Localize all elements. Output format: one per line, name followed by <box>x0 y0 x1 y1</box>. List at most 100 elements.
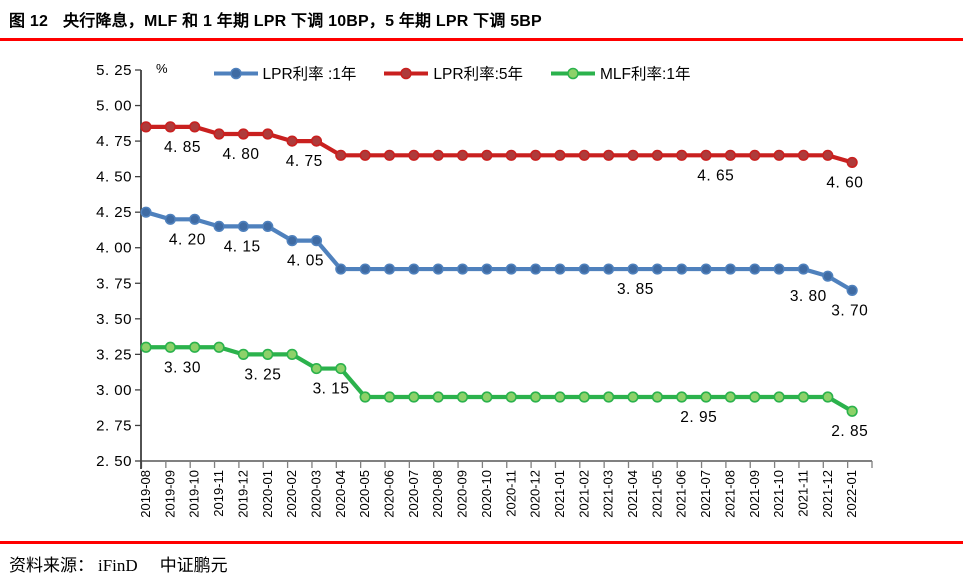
data-point <box>676 263 688 275</box>
x-axis-label: 2021-10 <box>771 470 786 518</box>
y-axis-label: 3. 25 <box>96 346 132 363</box>
x-axis-label: 2020-10 <box>479 470 494 518</box>
data-label: 4. 80 <box>222 146 259 163</box>
data-point <box>773 391 785 403</box>
data-point <box>603 263 615 275</box>
data-point <box>335 263 347 275</box>
y-axis-label: 3. 75 <box>96 275 132 292</box>
legend-label: MLF利率:1年 <box>600 66 691 83</box>
y-axis-label: 4. 75 <box>96 133 132 150</box>
data-point <box>213 128 225 140</box>
data-point <box>529 391 542 403</box>
figure-number: 图 12 <box>9 13 49 30</box>
rate-chart-svg: 5. 25 5. 00 4. 75 4. 50 4. 25 4. 00 3. 75 3. 50… <box>96 61 873 518</box>
data-point <box>140 206 152 218</box>
data-point <box>383 391 396 403</box>
y-axis-label: 2. 50 <box>96 453 132 470</box>
x-axis-label: 2021-05 <box>649 470 664 518</box>
data-point <box>603 391 615 403</box>
data-point <box>359 263 371 275</box>
y-axis-label: 5. 00 <box>96 98 132 115</box>
data-point <box>505 391 517 403</box>
data-point <box>676 391 688 403</box>
figure-title: 图 12 央行降息，MLF 和 1 年期 LPR 下调 10BP，5 年期 LPR… <box>9 7 542 31</box>
data-point <box>140 121 152 133</box>
data-point <box>627 263 639 275</box>
x-axis-label: 2021-02 <box>576 470 591 518</box>
data-point <box>846 284 858 296</box>
legend-item-1: LPR利率:5年 <box>383 62 523 84</box>
x-axis-label: 2020-04 <box>333 470 348 518</box>
source-prefix: 资料来源： <box>9 556 94 575</box>
data-point <box>846 405 858 417</box>
data-point <box>724 263 737 275</box>
data-label: 4. 85 <box>164 139 201 156</box>
data-point <box>164 341 176 353</box>
x-axis-label: 2021-12 <box>820 470 835 518</box>
title-divider-rule <box>0 38 963 41</box>
data-point <box>822 391 834 403</box>
data-label: 4. 05 <box>287 253 324 270</box>
data-point <box>676 149 688 161</box>
data-point <box>237 348 249 360</box>
data-point <box>749 149 761 161</box>
x-axis-label: 2019-09 <box>162 470 177 518</box>
data-point <box>651 263 663 275</box>
x-axis-label: 2021-01 <box>552 470 567 518</box>
legend-swatch <box>551 67 596 79</box>
data-point <box>286 135 298 147</box>
data-point <box>505 149 517 161</box>
x-axis-label: 2020-06 <box>382 470 397 518</box>
data-point <box>529 263 542 275</box>
data-point <box>700 391 712 403</box>
data-label: 4. 15 <box>224 238 261 255</box>
x-axis-label: 2020-02 <box>284 470 299 518</box>
data-point <box>213 220 225 232</box>
series-0 <box>140 206 858 296</box>
x-axis-label: 2020-09 <box>455 470 470 518</box>
data-label: 2. 95 <box>680 409 717 426</box>
x-axis-label: 2022-01 <box>844 470 859 518</box>
data-point <box>213 341 225 353</box>
x-axis-label: 2021-06 <box>674 470 689 518</box>
data-label: 2. 85 <box>831 423 868 440</box>
data-point <box>359 149 371 161</box>
data-point <box>554 391 566 403</box>
data-point <box>432 263 444 275</box>
y-axis-label: 2. 75 <box>96 417 132 434</box>
legend-label: LPR利率 :1年 <box>262 66 357 83</box>
x-axis-label: 2020-12 <box>528 470 543 518</box>
x-axis-label: 2019-10 <box>187 470 202 518</box>
legend-item-0: LPR利率 :1年 <box>213 62 357 84</box>
x-axis-label: 2020-01 <box>260 470 275 518</box>
data-point <box>578 263 590 275</box>
x-axis-label: 2021-03 <box>601 470 616 518</box>
data-label: 4. 60 <box>826 174 863 191</box>
data-point <box>408 149 420 161</box>
data-point <box>237 220 249 232</box>
data-point <box>383 263 396 275</box>
data-point <box>286 235 298 247</box>
data-point <box>189 121 201 133</box>
data-point <box>335 149 347 161</box>
data-label: 3. 70 <box>831 302 868 319</box>
source-ifind: iFinD <box>98 556 138 575</box>
data-point <box>456 391 469 403</box>
x-axis-label: 2021-08 <box>722 470 737 518</box>
data-point <box>724 391 737 403</box>
data-label: 3. 25 <box>244 366 281 383</box>
data-point <box>262 128 274 140</box>
data-point <box>505 263 517 275</box>
data-label: 3. 15 <box>313 381 350 398</box>
data-point <box>554 263 566 275</box>
y-axis-label: 4. 50 <box>96 169 132 186</box>
data-label: 4. 75 <box>286 153 323 170</box>
data-point <box>481 263 493 275</box>
series-1 <box>140 121 858 169</box>
y-axis-label: 4. 25 <box>96 204 132 221</box>
data-point <box>724 149 737 161</box>
legend-item-2: MLF利率:1年 <box>550 62 690 84</box>
chart-legend: LPR利率 :1年 LPR利率:5年 MLF利率:1年 <box>0 62 933 84</box>
data-point <box>432 391 444 403</box>
data-point <box>529 149 542 161</box>
